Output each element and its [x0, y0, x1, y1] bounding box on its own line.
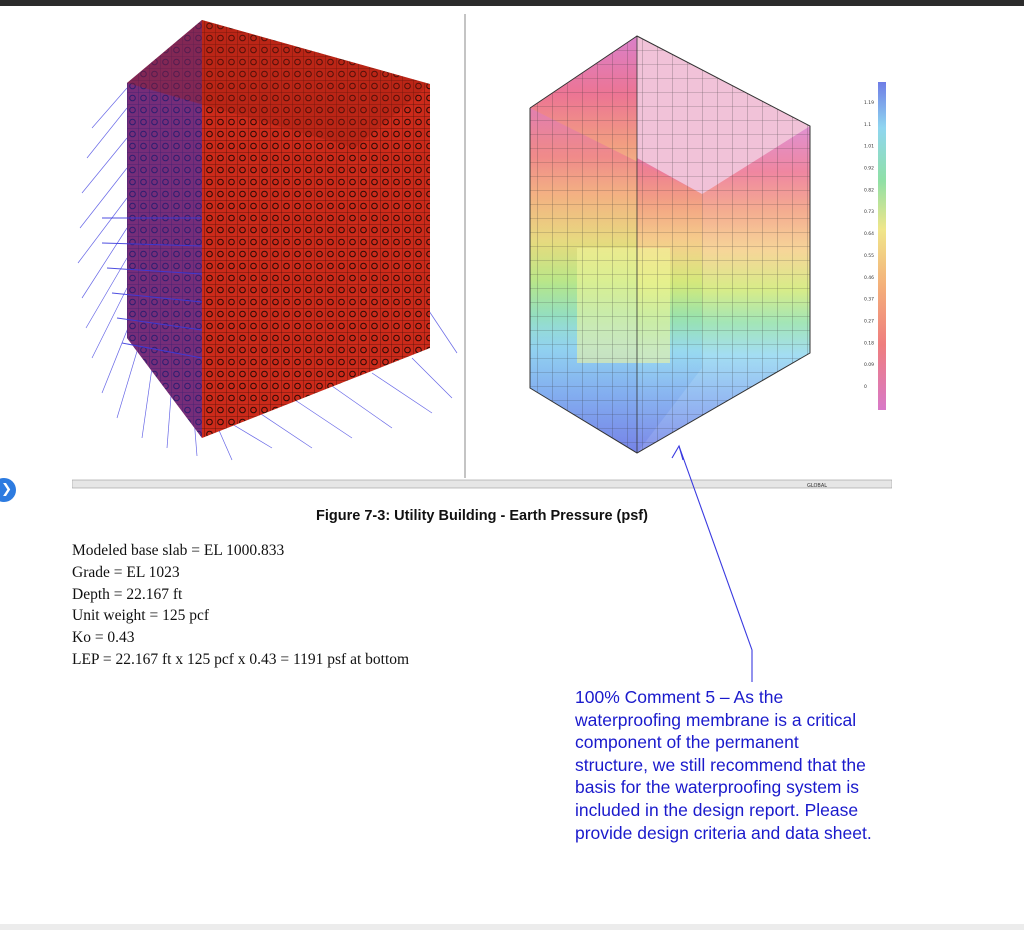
legend-tick-label: 1.01	[864, 144, 874, 150]
earth-pressure-calculation: Modeled base slab = EL 1000.833 Grade = …	[72, 540, 409, 671]
calc-line: LEP = 22.167 ft x 125 pcf x 0.43 = 1191 …	[72, 650, 410, 668]
comment-line: included in the design report. Please	[575, 799, 859, 820]
legend-tick-label: 0.82	[864, 187, 874, 193]
comment-line: provide design criteria and data sheet.	[575, 822, 872, 843]
comment-line: basis for the waterproofing system is	[575, 777, 860, 798]
figure-caption: Figure 7-3: Utility Building - Earth Pre…	[316, 508, 648, 524]
comment-line: 100% Comment 5 – As the	[575, 687, 784, 707]
legend-tick-label: 0.55	[864, 253, 874, 259]
legend-tick-label: 1.19	[864, 100, 874, 106]
left-mesh-model	[77, 20, 458, 461]
status-bar-text: GLOBAL	[807, 483, 827, 489]
legend-tick-label: 0.92	[864, 166, 874, 172]
calc-line: Ko = 0.43	[72, 629, 135, 647]
calc-line: Modeled base slab = EL 1000.833	[72, 542, 285, 559]
comment-line: waterproofing membrane is a critical	[575, 709, 857, 730]
calc-line: Depth = 22.167 ft	[72, 585, 183, 603]
legend-tick-label: 0.73	[864, 209, 874, 215]
legend-tick-label: 0.09	[864, 362, 874, 368]
calc-line: Unit weight = 125 pcf	[72, 607, 210, 625]
sidebar-toggle-chevron-icon[interactable]: ❯	[0, 478, 16, 502]
review-comment[interactable]: 100% Comment 5 – As the waterproofing me…	[575, 686, 955, 844]
legend-tick-label: 0.27	[864, 318, 874, 324]
legend-tick-label: 0.46	[864, 275, 874, 281]
figure-status-bar	[72, 479, 892, 489]
comment-line: component of the permanent	[575, 732, 799, 753]
legend-tick-label: 0.64	[864, 231, 874, 237]
load-arrows-face	[101, 217, 203, 359]
figure-7-3-image: 1.19 1.1 1.01 0.92 0.82 0.73 0.64 0.55 0.46 0.37 0…	[72, 8, 892, 490]
comment-line: structure, we still recommend that the	[575, 754, 866, 775]
viewer-bottom-bar	[0, 924, 1024, 930]
legend-tick-label: 0	[864, 384, 867, 390]
calc-line: Grade = EL 1023	[72, 563, 180, 581]
legend-tick-label: 0.18	[864, 340, 874, 346]
legend-tick-label: 1.1	[864, 122, 871, 128]
pressure-legend: 1.19 1.1 1.01 0.92 0.82 0.73 0.64 0.55 0.46 0.37 0…	[864, 82, 886, 410]
right-pressure-model	[529, 35, 811, 454]
load-arrows-left	[77, 87, 458, 461]
legend-tick-label: 0.37	[864, 297, 874, 303]
